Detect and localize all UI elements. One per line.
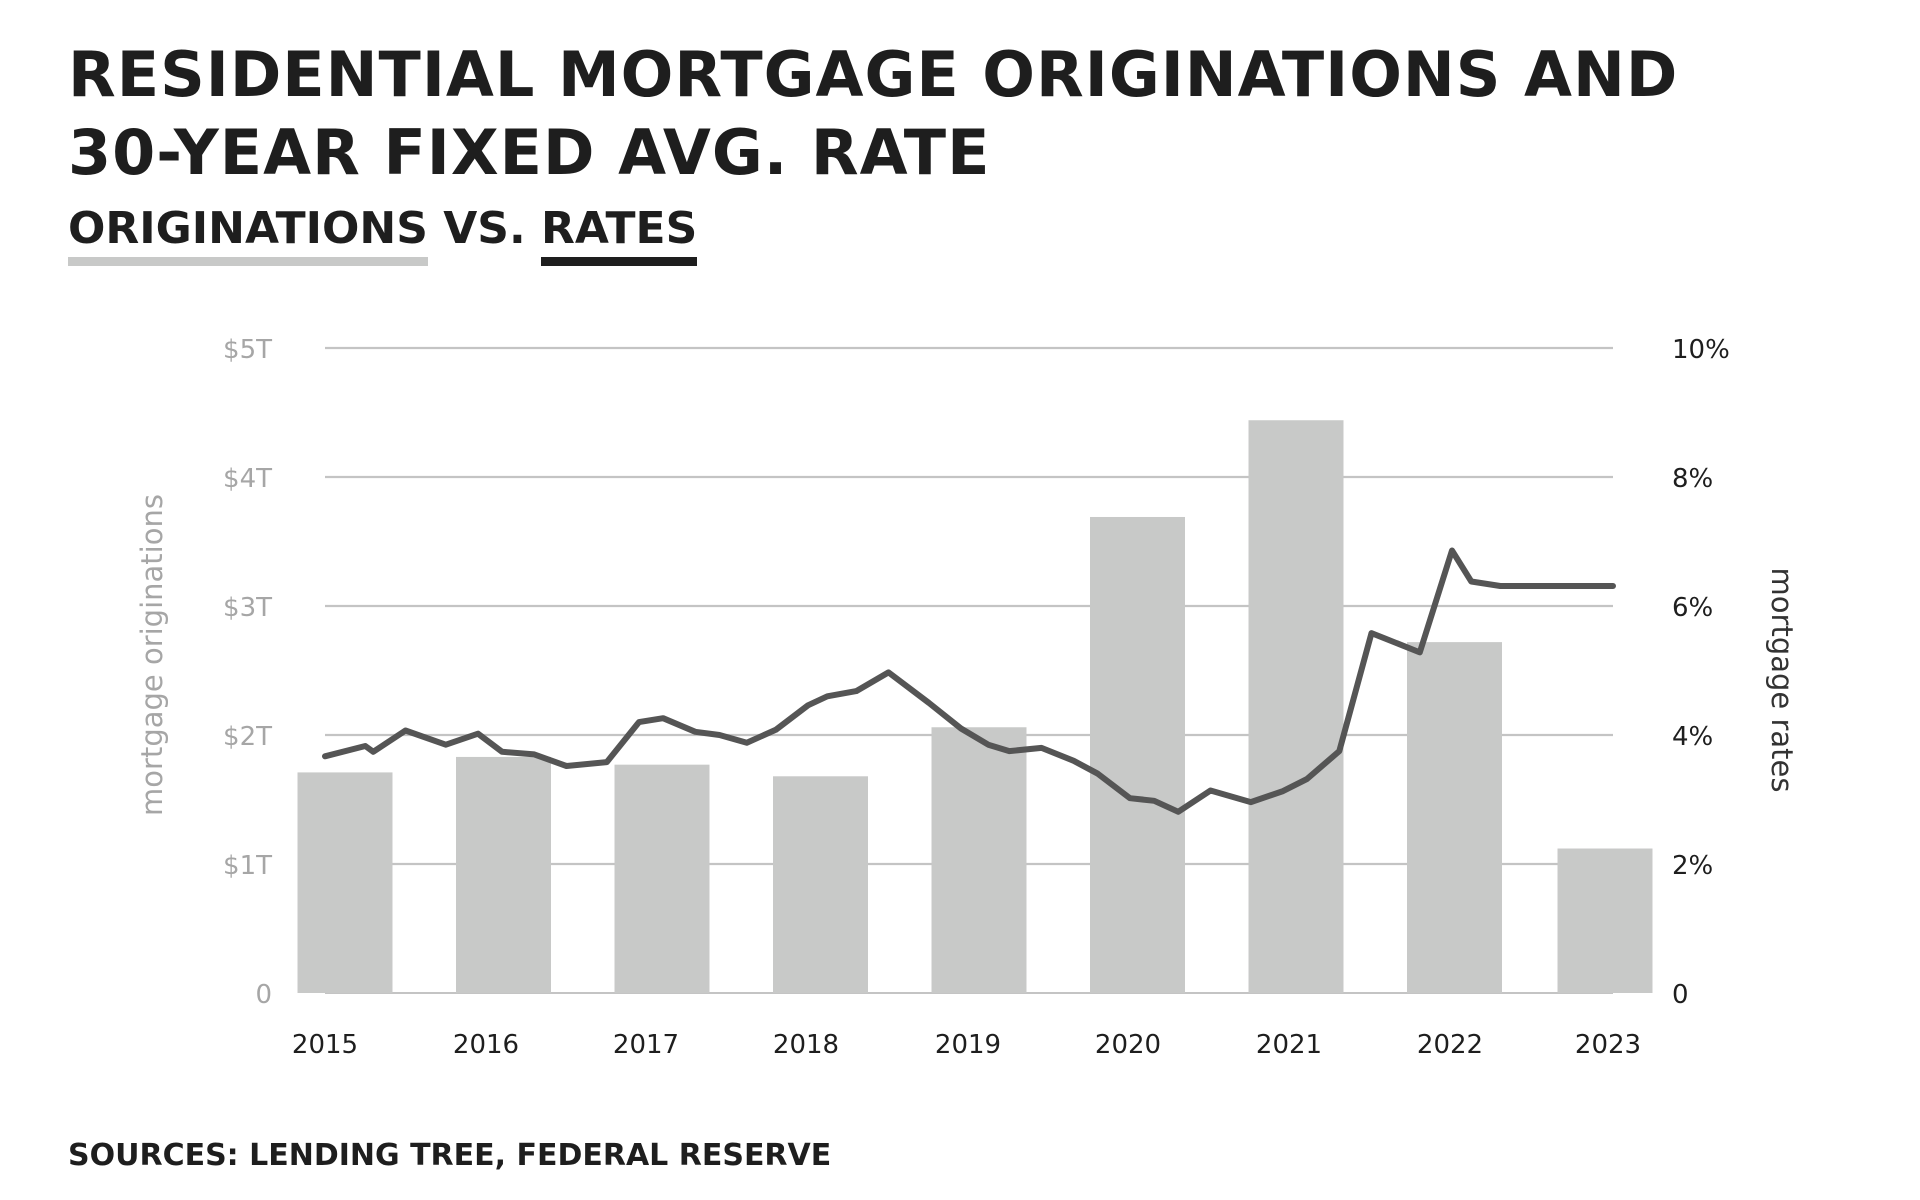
chart-title-line1: RESIDENTIAL MORTGAGE ORIGINATIONS AND — [68, 38, 1679, 111]
x-tick-label: 2015 — [292, 1030, 358, 1060]
rate-line — [322, 547, 1616, 815]
y-tick-label: $4T — [223, 464, 272, 494]
chart-subtitle: ORIGINATIONS VS. RATES — [68, 203, 698, 266]
x-tick-label: 2016 — [453, 1030, 519, 1060]
bar-2017 — [614, 764, 710, 993]
y-tick-label: $2T — [223, 722, 272, 752]
bars-originations — [297, 420, 1653, 993]
x-tick-label: 2021 — [1256, 1030, 1322, 1060]
x-tick-label: 2017 — [613, 1030, 679, 1060]
x-axis-labels: 2015 2016 2017 2018 2019 2020 2021 2022 2023 — [292, 1030, 1641, 1060]
bar-2018 — [773, 776, 868, 993]
y2-tick-label: 10% — [1672, 335, 1730, 365]
y2-tick-label: 4% — [1672, 722, 1713, 752]
bar-2019 — [931, 727, 1027, 993]
y-axis-right-title: mortgage rates — [1765, 568, 1799, 793]
y2-tick-label: 6% — [1672, 593, 1713, 623]
y-tick-label: $1T — [223, 851, 272, 881]
y-tick-label: $5T — [223, 335, 272, 365]
y-axis-left-title: mortgage originations — [135, 494, 169, 816]
bar-2022 — [1407, 642, 1502, 993]
bar-2020 — [1090, 516, 1185, 993]
y-tick-label: $3T — [223, 593, 272, 623]
y-axis-left-labels: 0 $1T $2T $3T $4T $5T — [223, 335, 272, 1010]
y-axis-right-labels: 0 2% 4% 6% 8% 10% — [1672, 335, 1730, 1010]
y-tick-label: 0 — [255, 980, 272, 1010]
y2-tick-label: 8% — [1672, 464, 1713, 494]
x-tick-label: 2020 — [1095, 1030, 1161, 1060]
x-tick-label: 2018 — [773, 1030, 839, 1060]
chart-title-line2: 30-YEAR FIXED AVG. RATE — [68, 116, 991, 189]
y2-tick-label: 2% — [1672, 851, 1713, 881]
subtitle-originations: ORIGINATIONS — [68, 204, 428, 266]
line-rates — [322, 547, 1616, 815]
subtitle-vs: VS. — [427, 203, 541, 254]
bar-2021 — [1248, 420, 1344, 993]
bar-2016 — [456, 756, 551, 993]
subtitle-rates: RATES — [541, 204, 698, 266]
x-tick-label: 2023 — [1575, 1030, 1641, 1060]
chart-title: RESIDENTIAL MORTGAGE ORIGINATIONS AND 30… — [68, 36, 1678, 192]
y2-tick-label: 0 — [1672, 980, 1689, 1010]
x-tick-label: 2019 — [935, 1030, 1001, 1060]
bar-2015 — [297, 772, 393, 993]
source-note: SOURCES: LENDING TREE, FEDERAL RESERVE — [68, 1138, 832, 1173]
bar-2023 — [1557, 848, 1653, 993]
x-tick-label: 2022 — [1417, 1030, 1483, 1060]
